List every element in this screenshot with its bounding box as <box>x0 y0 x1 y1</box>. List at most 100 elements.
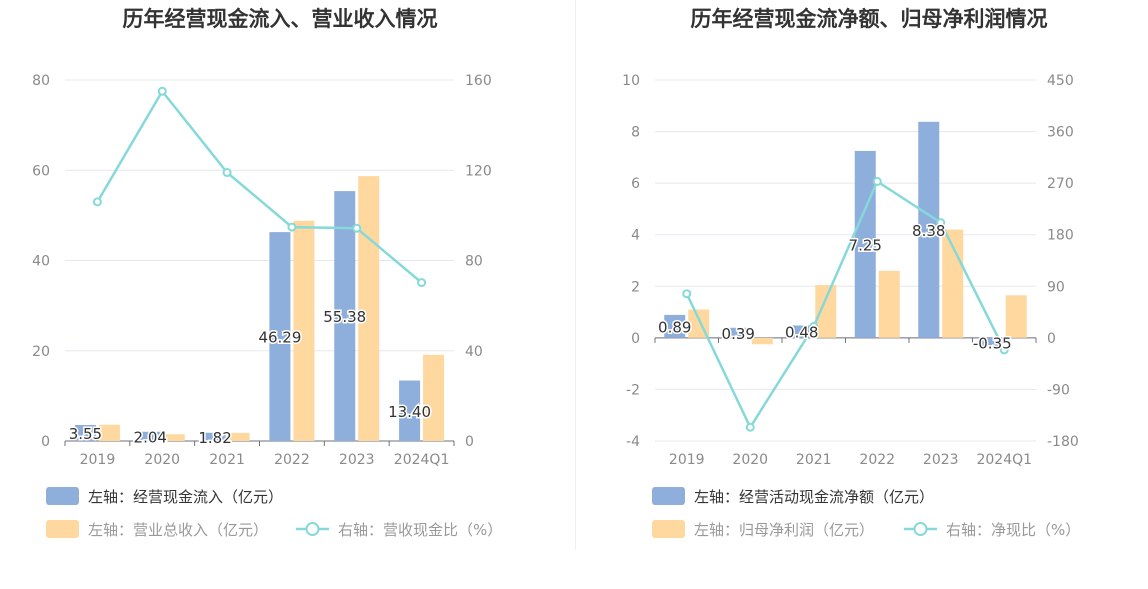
y-left-tick-label: 20 <box>32 344 50 360</box>
chart-title: 历年经营现金流净额、归母净利润情况 <box>691 7 1048 31</box>
y-left-tick-label: 40 <box>32 254 50 270</box>
y-left-tick-label: 0 <box>631 331 640 347</box>
chart-panel-net-cash-profit: 历年经营现金流净额、归母净利润情况 -4 -2 0 2 4 6 8 10 -180 -90 0 90 18… <box>574 0 1148 560</box>
bar-primary <box>918 121 940 338</box>
legend-swatch-line-point <box>305 522 320 536</box>
bar-secondary <box>423 354 445 441</box>
line-ratio <box>96 89 423 284</box>
bar-secondary <box>293 220 315 441</box>
data-label: 0.89 <box>658 318 691 336</box>
line-point <box>682 289 692 299</box>
x-tick-label: 2019 <box>669 452 705 468</box>
y-right-tick-label: 0 <box>1047 331 1056 347</box>
chart-panel-cash-inflow-revenue: 历年经营现金流入、营业收入情况 0 20 40 60 80 0 40 80 120 160 2019 2… <box>0 0 574 560</box>
legend-swatch-bar-primary <box>46 487 79 505</box>
y-right-tick-label: 40 <box>465 344 483 360</box>
legend-swatch-bar-secondary <box>46 520 79 538</box>
x-tick-label: 2021 <box>209 452 245 468</box>
data-label: 7.25 <box>849 236 882 254</box>
line-point <box>157 86 167 96</box>
x-tick-label: 2022 <box>859 452 895 468</box>
legend-label: 左轴：经营活动现金流净额（亿元） <box>694 488 934 506</box>
y-right-tick-label: 450 <box>1047 73 1074 89</box>
line-point <box>936 218 946 228</box>
x-tick-label: 2019 <box>80 452 116 468</box>
bar-primary <box>269 232 291 441</box>
x-tick-label: 2020 <box>144 452 180 468</box>
y-right-tick-label: 0 <box>465 434 474 450</box>
y-left-tick-label: 0 <box>41 434 50 450</box>
y-left-tick-label: 10 <box>622 73 640 89</box>
line-point <box>352 223 362 233</box>
y-right-tick-label: -90 <box>1047 382 1070 398</box>
bar-primary <box>334 191 356 441</box>
data-label: 1.82 <box>198 429 231 447</box>
y-left-tick-label: 8 <box>631 125 640 141</box>
data-label: 3.55 <box>69 425 102 443</box>
legend-label: 左轴：营业总收入（亿元） <box>88 521 268 539</box>
legend-label: 左轴：经营现金流入（亿元） <box>88 488 283 506</box>
legend-label: 右轴：净现比（%） <box>946 521 1080 539</box>
bar-secondary <box>878 270 900 338</box>
y-left-tick-label: 4 <box>631 228 640 244</box>
bar-primary <box>204 432 226 441</box>
x-tick-label: 2020 <box>732 452 768 468</box>
bar-secondary <box>1005 295 1027 338</box>
line-point <box>92 197 102 207</box>
x-tick-label: 2022 <box>274 452 310 468</box>
data-label: 8.38 <box>912 222 945 240</box>
legend-swatch-line-point <box>913 522 928 536</box>
chart-cash-inflow-revenue: 历年经营现金流入、营业收入情况 0 20 40 60 80 0 40 80 120 160 2019 2… <box>32 7 502 539</box>
x-tick-label: 2024Q1 <box>394 452 450 468</box>
chart-net-cash-profit: 历年经营现金流净额、归母净利润情况 -4 -2 0 2 4 6 8 10 -180 -90 0 90 18… <box>622 7 1080 539</box>
bar-primary <box>791 325 813 338</box>
bar-primary <box>981 337 1003 347</box>
x-tick-label: 2024Q1 <box>976 452 1032 468</box>
line-point <box>417 278 427 288</box>
legend-label: 左轴：归母净利润（亿元） <box>694 521 874 539</box>
y-right-tick-label: 90 <box>1047 279 1065 295</box>
data-label: 13.40 <box>388 403 431 421</box>
line-point <box>872 176 882 186</box>
y-left-tick-label: 2 <box>631 279 640 295</box>
y-right-tick-label: 80 <box>465 254 483 270</box>
line-ratio <box>685 179 1006 430</box>
bar-primary <box>139 431 161 441</box>
legend-label: 右轴：营收现金比（%） <box>338 521 502 539</box>
bar-primary <box>74 424 96 441</box>
y-right-tick-label: 160 <box>465 73 492 89</box>
bar-secondary <box>751 337 773 345</box>
panel-divider <box>575 0 576 550</box>
y-left-tick-label: -2 <box>626 382 640 398</box>
data-label: 46.29 <box>258 329 301 347</box>
x-tick-label: 2023 <box>923 452 959 468</box>
x-tick-label: 2023 <box>339 452 375 468</box>
line-point <box>745 422 755 432</box>
line-point <box>287 222 297 232</box>
data-label: 2.04 <box>134 428 167 446</box>
legend-swatch-bar-primary <box>652 487 685 505</box>
data-label: 0.39 <box>722 325 755 343</box>
line-point <box>222 168 232 178</box>
y-right-tick-label: 120 <box>465 163 492 179</box>
y-left-tick-label: 60 <box>32 163 50 179</box>
bar-secondary <box>228 432 250 441</box>
chart-title: 历年经营现金流入、营业收入情况 <box>123 7 438 31</box>
x-tick-label: 2021 <box>796 452 832 468</box>
line-point <box>999 345 1009 355</box>
y-left-tick-label: 80 <box>32 73 50 89</box>
data-label: 0.48 <box>785 324 818 342</box>
y-right-tick-label: 180 <box>1047 228 1074 244</box>
data-label: 55.38 <box>323 308 366 326</box>
data-label: -0.35 <box>973 334 1012 352</box>
y-left-tick-label: -4 <box>626 434 640 450</box>
line-point <box>809 321 819 331</box>
bar-primary <box>727 327 749 338</box>
bar-secondary <box>815 284 837 338</box>
y-right-tick-label: 360 <box>1047 125 1074 141</box>
bar-primary <box>664 314 686 338</box>
legend-swatch-bar-secondary <box>652 520 685 538</box>
bar-secondary <box>163 434 185 441</box>
y-right-tick-label: -180 <box>1047 434 1079 450</box>
y-right-tick-label: 270 <box>1047 176 1074 192</box>
